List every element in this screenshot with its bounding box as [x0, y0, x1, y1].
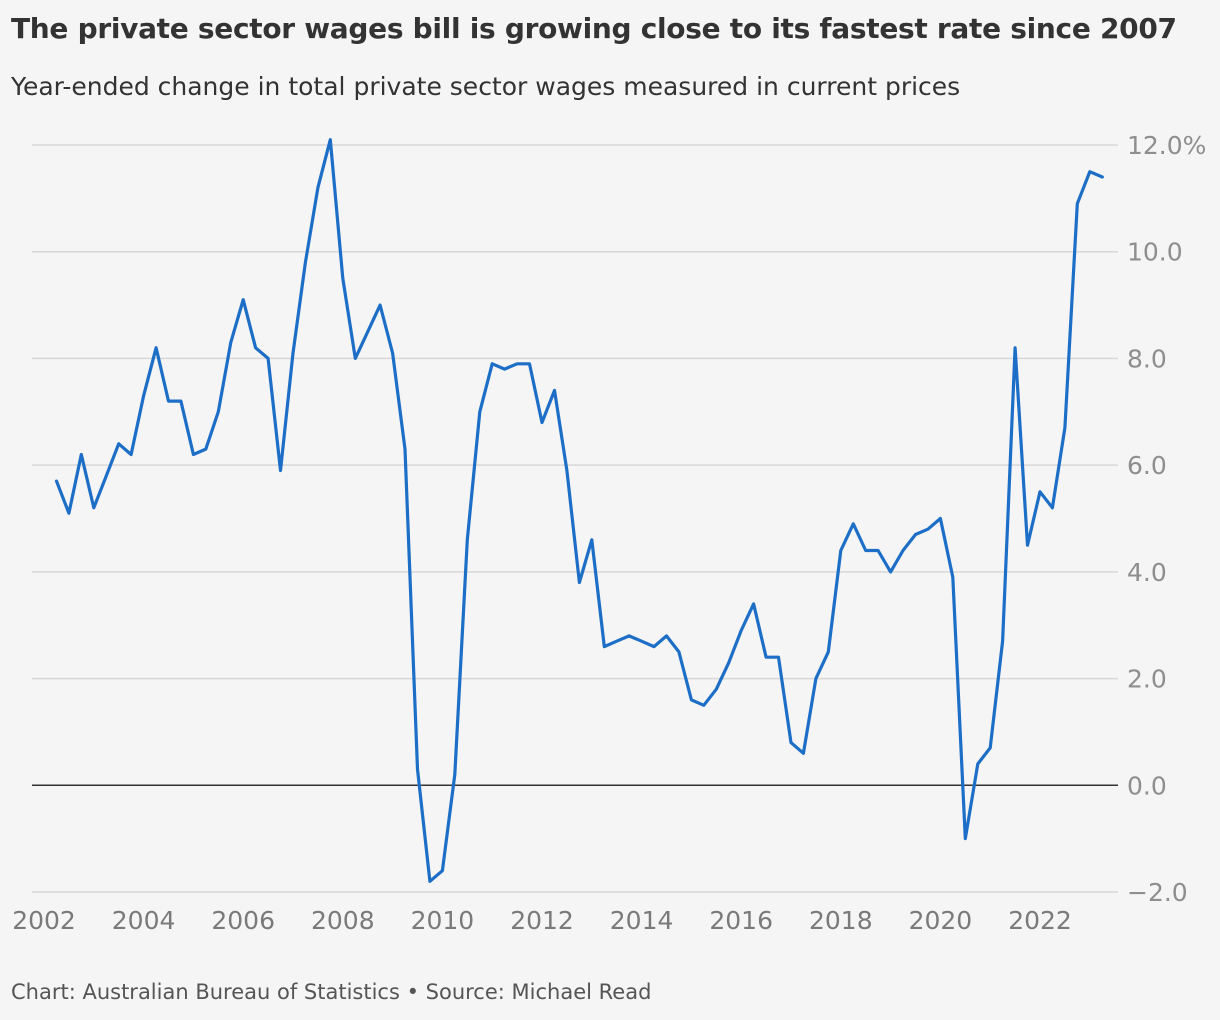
- y-axis-ticks: 12.0% 10.0 8.0 6.0 4.0 2.0 0.0 −2.0: [1127, 131, 1206, 907]
- y-tick-label: 4.0: [1127, 558, 1167, 587]
- y-tick-label: −2.0: [1127, 878, 1188, 907]
- x-tick-label: 2004: [112, 906, 176, 935]
- chart-source-footer: Chart: Australian Bureau of Statistics •…: [11, 980, 652, 1004]
- x-tick-label: 2018: [809, 906, 873, 935]
- x-tick-label: 2002: [12, 906, 76, 935]
- y-tick-label: 2.0: [1127, 665, 1167, 694]
- y-tick-label: 6.0: [1127, 451, 1167, 480]
- x-tick-label: 2006: [211, 906, 275, 935]
- series-lines: [54, 138, 1104, 883]
- chart-title: The private sector wages bill is growing…: [11, 12, 1177, 45]
- line-chart: 12.0%10.08.06.04.02.00.0−2.0 2002 2004 200…: [12, 131, 1206, 935]
- x-tick-label: 2020: [909, 906, 973, 935]
- x-tick-label: 2014: [610, 906, 674, 935]
- chart-subtitle: Year-ended change in total private secto…: [11, 72, 961, 101]
- y-tick-label: 10.0: [1127, 238, 1183, 267]
- x-tick-label: 2012: [510, 906, 574, 935]
- x-tick-label: 2022: [1008, 906, 1072, 935]
- x-tick-label: 2016: [709, 906, 773, 935]
- y-tick-label: 0.0: [1127, 771, 1167, 800]
- x-tick-label: 2010: [411, 906, 475, 935]
- x-tick-label: 2008: [311, 906, 375, 935]
- y-tick-label: 12.0%: [1127, 131, 1206, 160]
- y-tick-label: 8.0: [1127, 344, 1167, 373]
- gridlines: [32, 144, 1118, 893]
- x-axis-ticks: 2002 2004 2006 2008 2010 2012 2014 2016 2018 2020…: [12, 906, 1072, 935]
- series-line: [54, 138, 1104, 883]
